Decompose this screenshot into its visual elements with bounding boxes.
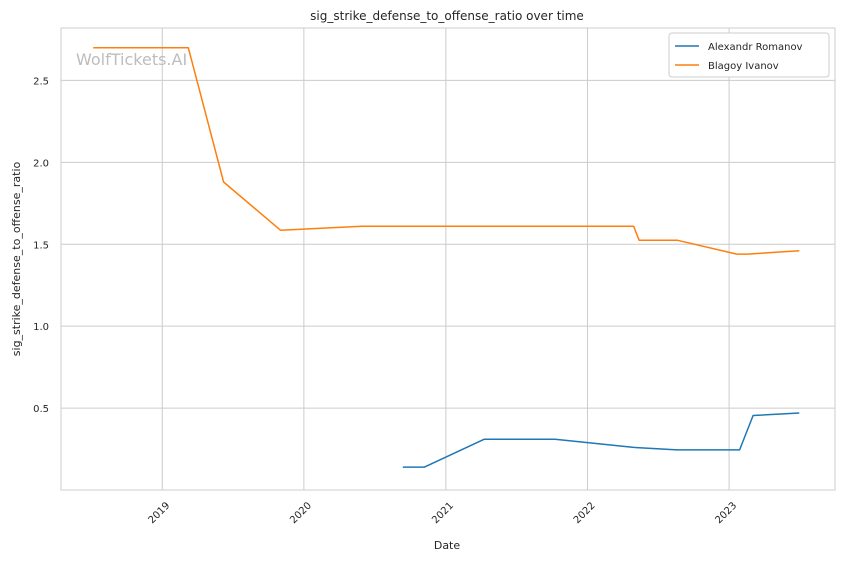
series-line-alexandr-romanov bbox=[402, 412, 800, 468]
y-axis-label: sig_strike_defense_to_offense_ratio bbox=[10, 162, 23, 357]
watermark-text: WolfTickets.AI bbox=[76, 50, 187, 69]
x-tick-label: 2023 bbox=[713, 500, 739, 526]
x-axis-label: Date bbox=[434, 539, 461, 552]
legend: Alexandr Romanov Blagoy Ivanov bbox=[668, 32, 830, 78]
y-tick-label: 0.5 bbox=[33, 404, 49, 415]
y-tick-label: 2.5 bbox=[33, 76, 49, 87]
y-tick-label: 2.0 bbox=[33, 158, 49, 169]
x-tick-label: 2020 bbox=[288, 500, 314, 526]
chart-title: sig_strike_defense_to_offense_ratio over… bbox=[310, 9, 584, 23]
legend-label: Alexandr Romanov bbox=[708, 42, 803, 53]
x-tick-label: 2019 bbox=[147, 500, 173, 526]
series-line-blagoy-ivanov bbox=[93, 46, 800, 255]
x-axis-ticks: 2019 2020 2021 2022 2023 bbox=[147, 500, 740, 526]
y-tick-label: 1.0 bbox=[33, 322, 49, 333]
grid bbox=[61, 28, 835, 490]
legend-label: Blagoy Ivanov bbox=[708, 61, 779, 72]
plot-area-frame bbox=[60, 27, 836, 491]
y-tick-label: 1.5 bbox=[33, 240, 49, 251]
x-tick-label: 2021 bbox=[430, 500, 456, 526]
x-tick-label: 2022 bbox=[572, 500, 598, 526]
series-layer bbox=[93, 46, 800, 468]
y-axis-ticks: 0.5 1.0 1.5 2.0 2.5 bbox=[33, 76, 49, 415]
legend-box bbox=[668, 32, 830, 78]
